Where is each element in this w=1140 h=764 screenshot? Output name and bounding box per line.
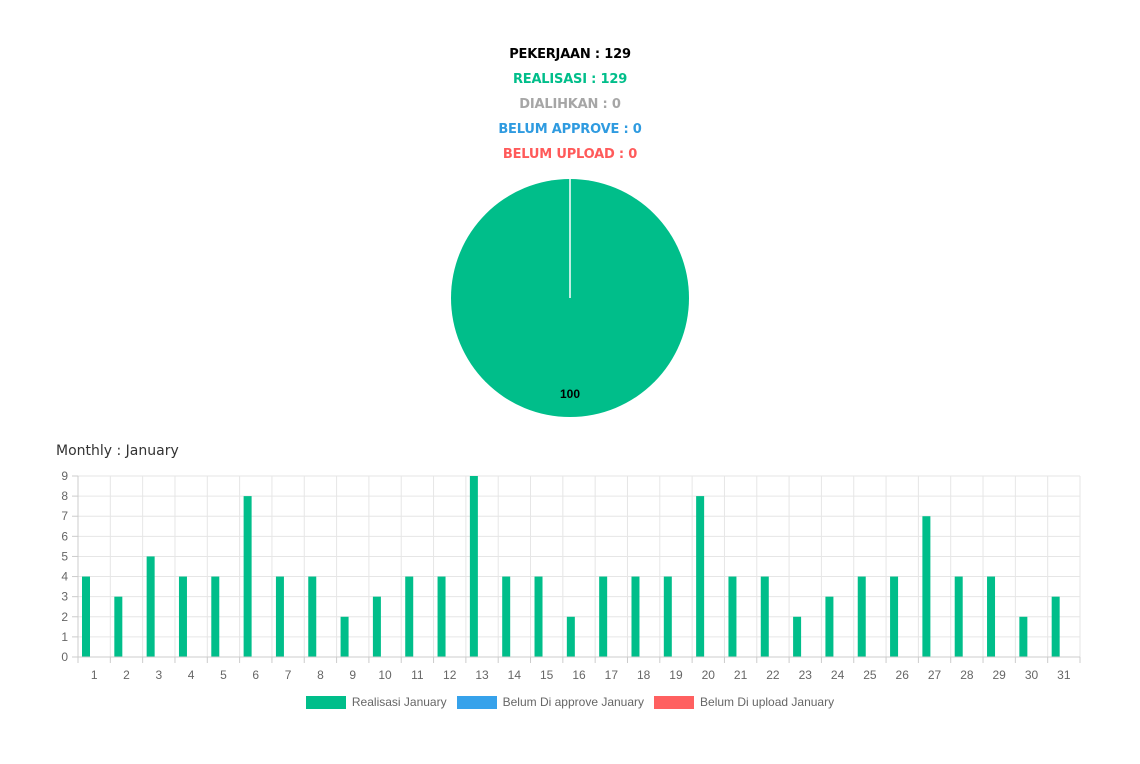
chart-legend: Realisasi January Belum Di approve Janua…	[0, 695, 1140, 709]
x-tick-label: 24	[831, 668, 845, 682]
legend-item-realisasi[interactable]: Realisasi January	[305, 695, 447, 709]
x-tick-label: 10	[378, 668, 392, 682]
y-tick-label: 8	[61, 489, 68, 503]
x-tick-label: 8	[317, 668, 324, 682]
y-tick-label: 3	[61, 590, 68, 604]
x-tick-label: 23	[799, 668, 813, 682]
x-tick-label: 2	[123, 668, 130, 682]
y-tick-label: 0	[61, 650, 68, 664]
legend-item-upload[interactable]: Belum Di upload January	[654, 695, 834, 709]
bar[interactable]	[502, 576, 511, 657]
bar[interactable]	[793, 616, 802, 657]
pie-data-label: 100	[560, 387, 580, 401]
x-tick-label: 3	[155, 668, 162, 682]
stat-realisasi: REALISASI : 129	[512, 72, 628, 87]
pie-chart: 100	[451, 179, 689, 417]
legend-swatch-upload	[654, 695, 695, 709]
x-tick-label: 11	[411, 668, 424, 682]
bar-series-realisasi	[82, 476, 1060, 657]
x-tick-label: 17	[605, 668, 619, 682]
bar[interactable]	[631, 576, 640, 657]
stat-belum-upload: BELUM UPLOAD : 0	[502, 147, 638, 162]
bar[interactable]	[954, 576, 963, 657]
bar[interactable]	[1051, 596, 1060, 657]
bar[interactable]	[1019, 616, 1028, 657]
y-tick-label: 6	[61, 529, 68, 543]
bar[interactable]	[890, 576, 899, 657]
stat-dialihkan: DIALIHKAN : 0	[519, 97, 621, 112]
bar[interactable]	[178, 576, 187, 657]
bar[interactable]	[469, 476, 478, 657]
x-tick-label: 29	[993, 668, 1007, 682]
y-tick-label: 9	[61, 469, 68, 483]
legend-label-approve: Belum Di approve January	[502, 695, 645, 709]
bar[interactable]	[405, 576, 414, 657]
stat-belum-approve: BELUM APPROVE : 0	[498, 122, 642, 137]
bar[interactable]	[760, 576, 769, 657]
x-tick-label: 6	[252, 668, 259, 682]
bar[interactable]	[82, 576, 90, 657]
x-tick-label: 14	[508, 668, 522, 682]
legend-label-upload: Belum Di upload January	[700, 695, 835, 709]
x-tick-label: 12	[443, 668, 457, 682]
bar[interactable]	[825, 596, 834, 657]
x-axis-ticks: 1 2 3 4 5 6 7 8 9 10 11 12 13 14 15 16 17 18 19 20 21 22 23 24 2…	[91, 668, 1071, 682]
bar[interactable]	[663, 576, 672, 657]
y-axis-ticks: 0 1 2 3 4 5 6 7 8 9	[61, 469, 68, 664]
bar[interactable]	[243, 496, 252, 657]
x-tick-label: 28	[960, 668, 974, 682]
bar[interactable]	[211, 576, 220, 657]
legend-swatch-approve	[456, 695, 497, 709]
y-tick-label: 7	[61, 509, 68, 523]
legend-item-approve[interactable]: Belum Di approve January	[456, 695, 645, 709]
bar[interactable]	[340, 616, 349, 657]
grid-lines	[78, 475, 1081, 657]
x-tick-label: 5	[220, 668, 227, 682]
bar[interactable]	[566, 616, 575, 657]
bar[interactable]	[275, 576, 284, 657]
x-tick-label: 16	[572, 668, 586, 682]
y-tick-label: 2	[61, 610, 68, 624]
bar[interactable]	[987, 576, 996, 657]
x-tick-label: 7	[285, 668, 292, 682]
x-tick-label: 21	[734, 668, 748, 682]
bar[interactable]	[114, 596, 123, 657]
bar[interactable]	[437, 576, 446, 657]
stat-pekerjaan: PEKERJAAN : 129	[509, 47, 631, 62]
x-tick-label: 30	[1025, 668, 1039, 682]
bar[interactable]	[922, 516, 931, 657]
x-tick-label: 9	[349, 668, 356, 682]
x-tick-label: 31	[1057, 668, 1071, 682]
axes	[72, 475, 1081, 663]
x-tick-label: 22	[766, 668, 780, 682]
y-tick-label: 5	[61, 549, 68, 563]
bar[interactable]	[146, 556, 155, 657]
x-tick-label: 25	[863, 668, 877, 682]
x-tick-label: 4	[188, 668, 195, 682]
x-tick-label: 18	[637, 668, 651, 682]
bar[interactable]	[696, 496, 705, 657]
y-tick-label: 4	[61, 570, 68, 584]
bar[interactable]	[372, 596, 381, 657]
x-tick-label: 19	[669, 668, 683, 682]
x-tick-label: 1	[91, 668, 98, 682]
bar[interactable]	[308, 576, 317, 657]
bar[interactable]	[599, 576, 608, 657]
bar[interactable]	[728, 576, 737, 657]
legend-swatch-realisasi	[305, 695, 346, 709]
bar[interactable]	[857, 576, 866, 657]
monthly-title: Monthly : January	[56, 443, 179, 459]
x-tick-label: 13	[475, 668, 489, 682]
stats-summary: PEKERJAAN : 129 REALISASI : 129 DIALIHKA…	[0, 42, 1140, 167]
x-tick-label: 20	[702, 668, 716, 682]
bar[interactable]	[534, 576, 543, 657]
x-tick-label: 27	[928, 668, 942, 682]
y-tick-label: 1	[61, 630, 68, 644]
legend-label-realisasi: Realisasi January	[351, 695, 447, 709]
x-tick-label: 15	[540, 668, 554, 682]
x-tick-label: 26	[896, 668, 910, 682]
